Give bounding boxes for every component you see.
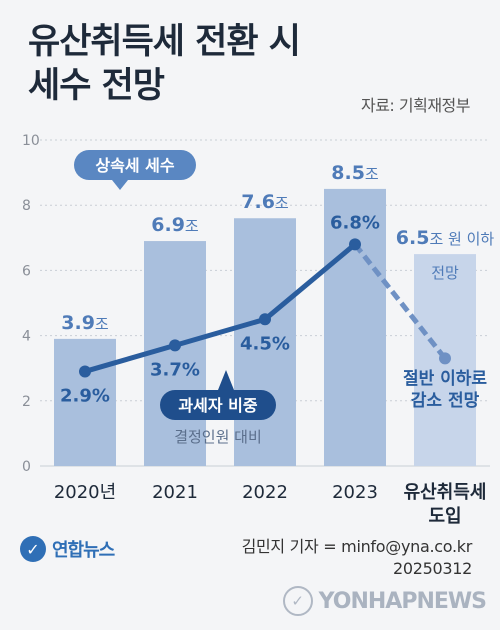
line-legend-sub: 결정인원 대비: [174, 428, 262, 446]
line-point: [79, 365, 91, 378]
title-line-2: 세수 전망: [28, 66, 165, 106]
line-value-label: 2.9%: [60, 385, 110, 406]
credit-date: 20250312: [392, 559, 472, 578]
line-segment: [84, 342, 176, 374]
bar-value-label: 6.9조: [151, 214, 199, 236]
x-tick-label: 2020년: [54, 482, 116, 503]
bar: [234, 218, 296, 466]
watermark-icon: ✓: [282, 586, 313, 616]
source-note: 자료: 기획재정부: [360, 96, 471, 115]
end-annotation: 감소 전망: [411, 391, 480, 411]
line-point: [259, 313, 271, 326]
line-point: [439, 352, 451, 365]
bar: [54, 338, 116, 466]
x-tick-label: 유산취득세: [404, 482, 487, 503]
line-legend-pointer: [218, 370, 234, 390]
x-tick-label: 2021: [152, 482, 198, 503]
yonhap-logo-icon: ✓: [20, 536, 46, 562]
y-tick-label: 2: [22, 394, 31, 410]
line-value-label: 6.8%: [330, 212, 380, 233]
bar-value-label: 3.9조: [61, 312, 109, 334]
logo-text: 연합뉴스: [52, 540, 115, 561]
y-tick-label: 6: [22, 263, 31, 279]
y-tick-label: 10: [22, 133, 40, 149]
line-value-label: 4.5%: [240, 333, 290, 354]
line-segment: [174, 316, 266, 348]
x-tick-label: 2023: [332, 482, 378, 503]
credit: 김민지 기자 = minfo@yna.co.kr 20250312: [241, 536, 473, 580]
line-point: [349, 238, 361, 251]
bar-value-label: 7.6조: [241, 191, 289, 213]
y-tick-label: 0: [22, 459, 31, 475]
projected-sub-label: 전망: [431, 264, 459, 282]
y-tick-label: 8: [22, 198, 31, 214]
bar: [324, 188, 386, 466]
bar-value-label: 6.5조 원 이하: [396, 227, 495, 249]
bar-legend-badge: [74, 150, 196, 180]
line-legend-label: 과세자 비중: [178, 396, 257, 415]
line-value-label: 3.7%: [150, 359, 200, 380]
line-segment: [353, 242, 447, 360]
credit-reporter: 김민지 기자 = minfo@yna.co.kr: [241, 537, 473, 556]
bar-legend-label: 상속세 세수: [95, 156, 174, 175]
x-tick-label: 도입: [428, 505, 461, 527]
watermark: ✓ YONHAPNEWS: [282, 586, 487, 616]
line-segment: [263, 242, 357, 322]
title-line-1: 유산취득세 전환 시: [28, 22, 301, 62]
line-point: [169, 339, 181, 352]
x-tick-label: 2022: [242, 482, 288, 503]
bar-legend-pointer: [112, 180, 128, 190]
end-annotation: 절반 이하로: [403, 368, 487, 389]
y-tick-label: 4: [22, 329, 31, 345]
bar-value-label: 8.5조: [331, 162, 379, 184]
yonhap-logo: ✓ 연합뉴스: [20, 536, 115, 562]
watermark-text: YONHAPNEWS: [318, 588, 487, 614]
page-title: 유산취득세 전환 시 세수 전망: [28, 20, 301, 108]
line-legend-badge: [160, 390, 276, 420]
